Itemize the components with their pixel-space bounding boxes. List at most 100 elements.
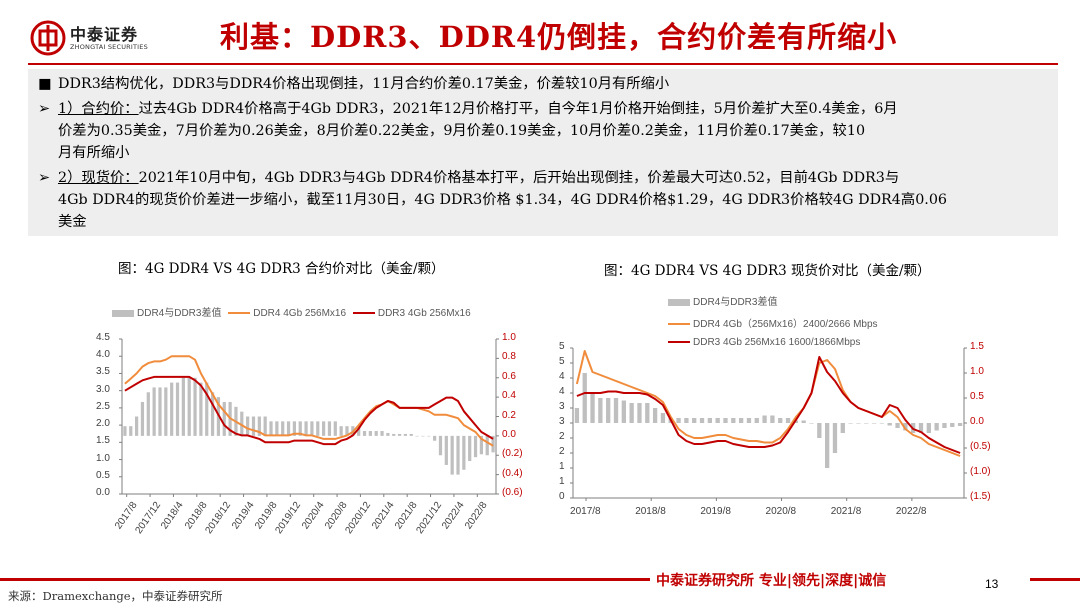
legend-swatch-ddr4 [228,312,251,315]
y-right-tick-label: (1.0) [970,466,991,477]
diff-bar [246,416,250,436]
y-left-tick-label: 0.0 [96,487,110,498]
diff-bar [345,426,349,436]
diff-bar [934,423,939,431]
diff-bar [903,423,908,431]
logo-mark-icon [30,20,66,56]
diff-bar [257,416,261,436]
contract-paragraph: ➢ 1）合约价：过去4Gb DDR4价格高于4Gb DDR3，2021年12月价格… [38,98,898,120]
diff-bar [473,435,478,458]
diff-bar [491,435,495,453]
diff-bar [676,418,681,423]
arrow-bullet-icon: ➢ [38,101,50,117]
diff-bar [310,421,314,436]
diff-bar [397,433,402,436]
diff-bar [598,398,603,423]
y-left-tick-label: 3 [559,401,565,412]
summary-box [28,69,1058,236]
diff-bar [856,423,861,424]
footer-rule-left [0,578,650,581]
diff-bar [957,423,963,426]
diff-bar [723,418,728,423]
diff-bar [778,418,783,423]
ddr3-price-line [576,356,961,454]
diff-bar [269,421,273,436]
diff-bar [403,433,408,436]
spot-legend-ddr4: DDR4 4Gb（256Mx16）2400/2666 Mbps [668,315,878,330]
diff-bar [692,418,697,423]
contract-label: 1）合约价： [58,101,139,117]
diff-bar [374,431,378,436]
diff-bar [170,382,174,436]
diff-bar [158,387,162,436]
y-left-tick-label: 0.5 [96,469,110,481]
logo-cn-text: 中泰证券 [70,25,139,44]
diff-bar [840,423,845,433]
contract-line-3: 月有所缩小 [58,145,130,161]
y-right-tick-label: (0.2) [502,448,523,460]
y-left-tick-label: 2 [559,431,565,442]
x-tick-label: 2022/8 [895,506,927,517]
y-left-tick-label: 5 [559,356,565,367]
diff-bar [181,377,185,436]
y-left-tick-label: 4.0 [96,349,110,361]
diff-bar [468,435,472,462]
diff-bar [187,377,191,436]
y-left-tick-label: 2 [559,446,565,457]
company-logo: 中泰证券 ZHONGTAI SECURITIES [30,20,170,60]
x-tick-label: 2017/8 [570,506,601,517]
y-right-tick-label: 1.5 [970,341,984,352]
diff-bar [275,421,279,436]
diff-bar [707,418,713,423]
diff-bar [146,392,150,436]
diff-bar [809,423,814,424]
y-right-tick-label: (1.5) [970,491,991,502]
legend-label-diff: DDR4与DDR3差值 [693,297,778,308]
diff-bar [140,401,145,436]
spot-line-1: 2021年10月中旬，4Gb DDR3与4Gb DDR4价格基本打平，后开始出现… [138,170,900,186]
y-left-tick-label: 4 [559,386,565,397]
diff-bar [738,418,744,423]
diff-bar [660,413,666,423]
diff-bar [333,421,337,436]
diff-bar [785,418,791,423]
legend-label-diff: DDR4与DDR3差值 [137,308,222,319]
legend-swatch-diff [668,298,690,306]
diff-bar [456,435,460,475]
ddr3-price-line [124,375,494,446]
ddr4-price-line [124,355,494,447]
diff-bar [210,392,215,436]
page-number: 13 [985,577,999,591]
legend-swatch-diff [112,309,134,317]
diff-bar [164,387,168,436]
diff-bar [368,431,372,436]
diff-bar [871,423,877,424]
footer-slogan: 中泰证券研究所 专业|领先|深度|诚信 [650,570,893,590]
y-right-tick-label: 1.0 [970,366,984,377]
diff-bar [433,435,437,441]
diff-bar [590,393,595,423]
contract-chart-caption: 图：4G DDR4 VS 4G DDR3 合约价对比（美金/颗） [118,261,445,277]
legend-swatch-ddr3 [352,312,375,315]
spot-paragraph: ➢ 2）现货价：2021年10月中旬，4Gb DDR3与4Gb DDR4价格基本打… [38,167,899,189]
diff-bar [754,418,759,423]
diff-bar [427,435,431,437]
diff-bar [574,408,580,423]
diff-bar [175,382,180,436]
y-left-tick-label: 5 [559,341,565,352]
y-left-tick-label: 2.0 [96,418,110,430]
diff-bar [222,401,226,436]
diff-bar [152,387,156,436]
diff-bar [926,423,931,433]
y-right-tick-label: (0.4) [502,467,523,479]
diff-bar [848,423,853,424]
y-left-tick-label: 1 [559,461,565,472]
diff-bar [281,421,285,436]
x-tick-label: 2021/8 [830,506,862,517]
headline-text: DDR3结构优化，DDR3与DDR4价格出现倒挂，11月合约价差0.17美金，价… [58,76,670,92]
y-left-tick-label: 4 [559,371,565,382]
spot-chart-caption: 图：4G DDR4 VS 4G DDR3 现货价对比（美金/颗） [604,263,931,279]
spot-line-2: 4Gb DDR4的现货价价差进一步缩小，截至11月30日，4G DDR3价格 $… [58,192,948,208]
